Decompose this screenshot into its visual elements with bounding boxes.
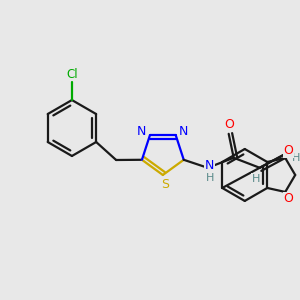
Text: N: N	[179, 125, 188, 138]
Text: Cl: Cl	[66, 68, 78, 81]
Text: O: O	[224, 118, 234, 131]
Text: O: O	[283, 145, 293, 158]
Text: H: H	[206, 173, 214, 183]
Text: H: H	[291, 153, 300, 163]
Text: S: S	[161, 178, 169, 191]
Text: N: N	[205, 159, 214, 172]
Text: N: N	[137, 125, 147, 138]
Text: H: H	[251, 174, 260, 184]
Text: O: O	[283, 193, 293, 206]
